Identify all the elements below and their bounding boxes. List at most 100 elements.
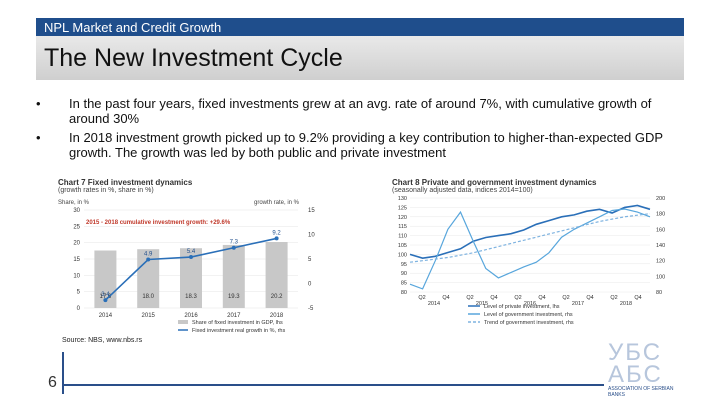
- chart7-growth-label: 5.4: [187, 249, 196, 255]
- chart8-left-tick: 105: [398, 243, 407, 249]
- chart7-bar-label: 18.3: [185, 294, 197, 300]
- chart8-x-tick: Q2: [610, 295, 617, 301]
- chart7-right-tick: 0: [308, 282, 312, 288]
- chart8-left-tick: 110: [398, 234, 407, 240]
- chart7-left-tick: 25: [73, 224, 80, 230]
- section-title: NPL Market and Credit Growth: [44, 20, 222, 35]
- chart8-right-tick: 200: [656, 196, 665, 202]
- chart7-plot: Share, in % growth rate, in % 30 25 2015 10 5 0…: [58, 200, 315, 334]
- chart7-left-tick: 30: [73, 208, 80, 214]
- chart8-left-tick: 80: [401, 290, 407, 296]
- chart8-x-tick: Q4: [634, 295, 641, 301]
- title-band: The New Investment Cycle: [36, 36, 684, 80]
- chart7-growth-point: [189, 255, 193, 260]
- chart8-legend-label: Level of private investment, lhs: [484, 304, 560, 310]
- chart8-legend-label: Trend of government investment, rhs: [484, 320, 574, 326]
- chart8-left-tick: 100: [398, 252, 407, 258]
- source-note: Source: NBS, www.nbs.rs: [62, 337, 143, 344]
- chart7-growth-label: 4.9: [144, 251, 153, 257]
- bullet-text: In the past four years, fixed investment…: [69, 96, 652, 126]
- chart7-left-axis-label: Share, in %: [58, 200, 90, 206]
- bullet-dot: •: [36, 96, 41, 111]
- chart7-x-tick: 2014: [99, 313, 113, 319]
- chart8-right-tick: 160: [656, 227, 665, 233]
- chart8-x-year: 2018: [620, 301, 632, 307]
- chart7-legend-bars: Share of fixed investment in GDP, lhs: [192, 320, 283, 326]
- chart7-bar-label: 17.6: [100, 294, 112, 300]
- chart8-x-tick: Q2: [514, 295, 521, 301]
- chart7-legend-swatch-bars: [178, 320, 188, 324]
- chart8-x-tick: Q4: [586, 295, 593, 301]
- chart8-x-tick: Q2: [562, 295, 569, 301]
- chart7-x-tick: 2018: [270, 313, 284, 319]
- left-divider: [62, 352, 64, 394]
- chart7-growth-point: [231, 245, 236, 250]
- chart8-left-tick: 95: [401, 262, 407, 268]
- chart7-left-tick: 15: [73, 257, 80, 263]
- chart7-right-axis-label: growth rate, in %: [254, 200, 300, 206]
- private-government-investment-chart: Chart 8 Private and government investmen…: [392, 178, 682, 334]
- slide-title: The New Investment Cycle: [44, 44, 343, 72]
- bullet-item: • In the past four years, fixed investme…: [36, 96, 686, 126]
- chart7-growth-point: [146, 257, 151, 262]
- chart8-right-tick: 180: [656, 212, 665, 218]
- chart8-series-line: [409, 213, 651, 263]
- chart8-series-line: [409, 204, 651, 260]
- chart8-x-tick: Q4: [442, 295, 449, 301]
- chart7-title: Chart 7 Fixed investment dynamics: [58, 178, 193, 187]
- chart8-left-tick: 125: [398, 205, 407, 211]
- chart8-x-tick: Q4: [538, 295, 545, 301]
- chart7-bar: [265, 242, 288, 308]
- chart8-subtitle: (seasonally adjusted data, indices 2014=…: [392, 187, 533, 194]
- logo-line1: УБС: [608, 339, 663, 366]
- fixed-investment-chart: Chart 7 Fixed investment dynamics (growt…: [58, 178, 330, 334]
- chart8-x-year: 2016: [524, 301, 536, 307]
- chart8-plot: 130 125 120 115 110 105 100 95 90 85 80 200 180 160 14…: [398, 196, 665, 326]
- chart7-bar: [180, 248, 202, 308]
- bullet-list: • In the past four years, fixed investme…: [36, 96, 686, 164]
- bottom-divider: [64, 384, 604, 386]
- page-number: 6: [48, 374, 57, 391]
- chart8-right-tick: 80: [656, 290, 662, 296]
- chart7-right-tick: 15: [308, 208, 315, 214]
- chart8-x-year: 2015: [476, 301, 488, 307]
- chart7-legend-line: Fixed investment real growth in %, rhs: [192, 328, 285, 334]
- chart7-bar-label: 19.3: [228, 294, 240, 300]
- chart8-left-tick: 85: [401, 281, 407, 287]
- chart7-growth-point: [103, 298, 108, 303]
- chart8-x-tick: Q4: [490, 295, 497, 301]
- chart8-x-year: 2014: [428, 301, 440, 307]
- chart8-left-tick: 120: [398, 215, 407, 221]
- chart8-left-tick: 130: [398, 196, 407, 202]
- chart8-series-line: [409, 208, 651, 290]
- chart7-left-tick: 5: [77, 290, 81, 296]
- chart8-right-tick: 120: [656, 259, 665, 265]
- chart7-right-tick: 10: [308, 233, 315, 239]
- bullet-dot: •: [36, 130, 41, 145]
- chart7-left-tick: 0: [77, 306, 81, 312]
- chart7-x-tick: 2016: [184, 313, 198, 319]
- bullet-item: • In 2018 investment growth picked up to…: [36, 130, 686, 160]
- chart7-subtitle: (growth rates in %, share in %): [58, 187, 154, 194]
- chart7-right-tick: -5: [308, 306, 314, 312]
- chart7-x-tick: 2017: [227, 313, 241, 319]
- chart8-left-tick: 115: [398, 224, 407, 230]
- chart7-right-tick: 5: [308, 257, 312, 263]
- chart7-growth-label: 7.3: [230, 240, 239, 246]
- section-header-bar: NPL Market and Credit Growth: [36, 18, 684, 36]
- chart7-bar-label: 18.0: [142, 294, 154, 300]
- bullet-text: In 2018 investment growth picked up to 9…: [69, 130, 663, 160]
- chart7-bar-label: 20.2: [271, 294, 283, 300]
- chart8-x-tick: Q2: [466, 295, 473, 301]
- logo-line2: АБС: [608, 361, 663, 388]
- association-logo: УБС АБС ASSOCIATION OF SERBIAN BANKS: [608, 339, 680, 399]
- chart8-title: Chart 8 Private and government investmen…: [392, 178, 597, 187]
- logo-tagline: ASSOCIATION OF SERBIAN BANKS: [608, 386, 674, 398]
- chart7-x-tick: 2015: [142, 313, 156, 319]
- chart7-growth-label: 3.4: [101, 292, 110, 298]
- chart7-annotation: 2015 - 2018 cumulative investment growth…: [86, 220, 231, 226]
- chart7-bar: [94, 250, 117, 308]
- chart8-right-tick: 100: [656, 274, 665, 280]
- chart7-bar: [222, 244, 245, 308]
- chart7-growth-label: 9.2: [272, 230, 281, 236]
